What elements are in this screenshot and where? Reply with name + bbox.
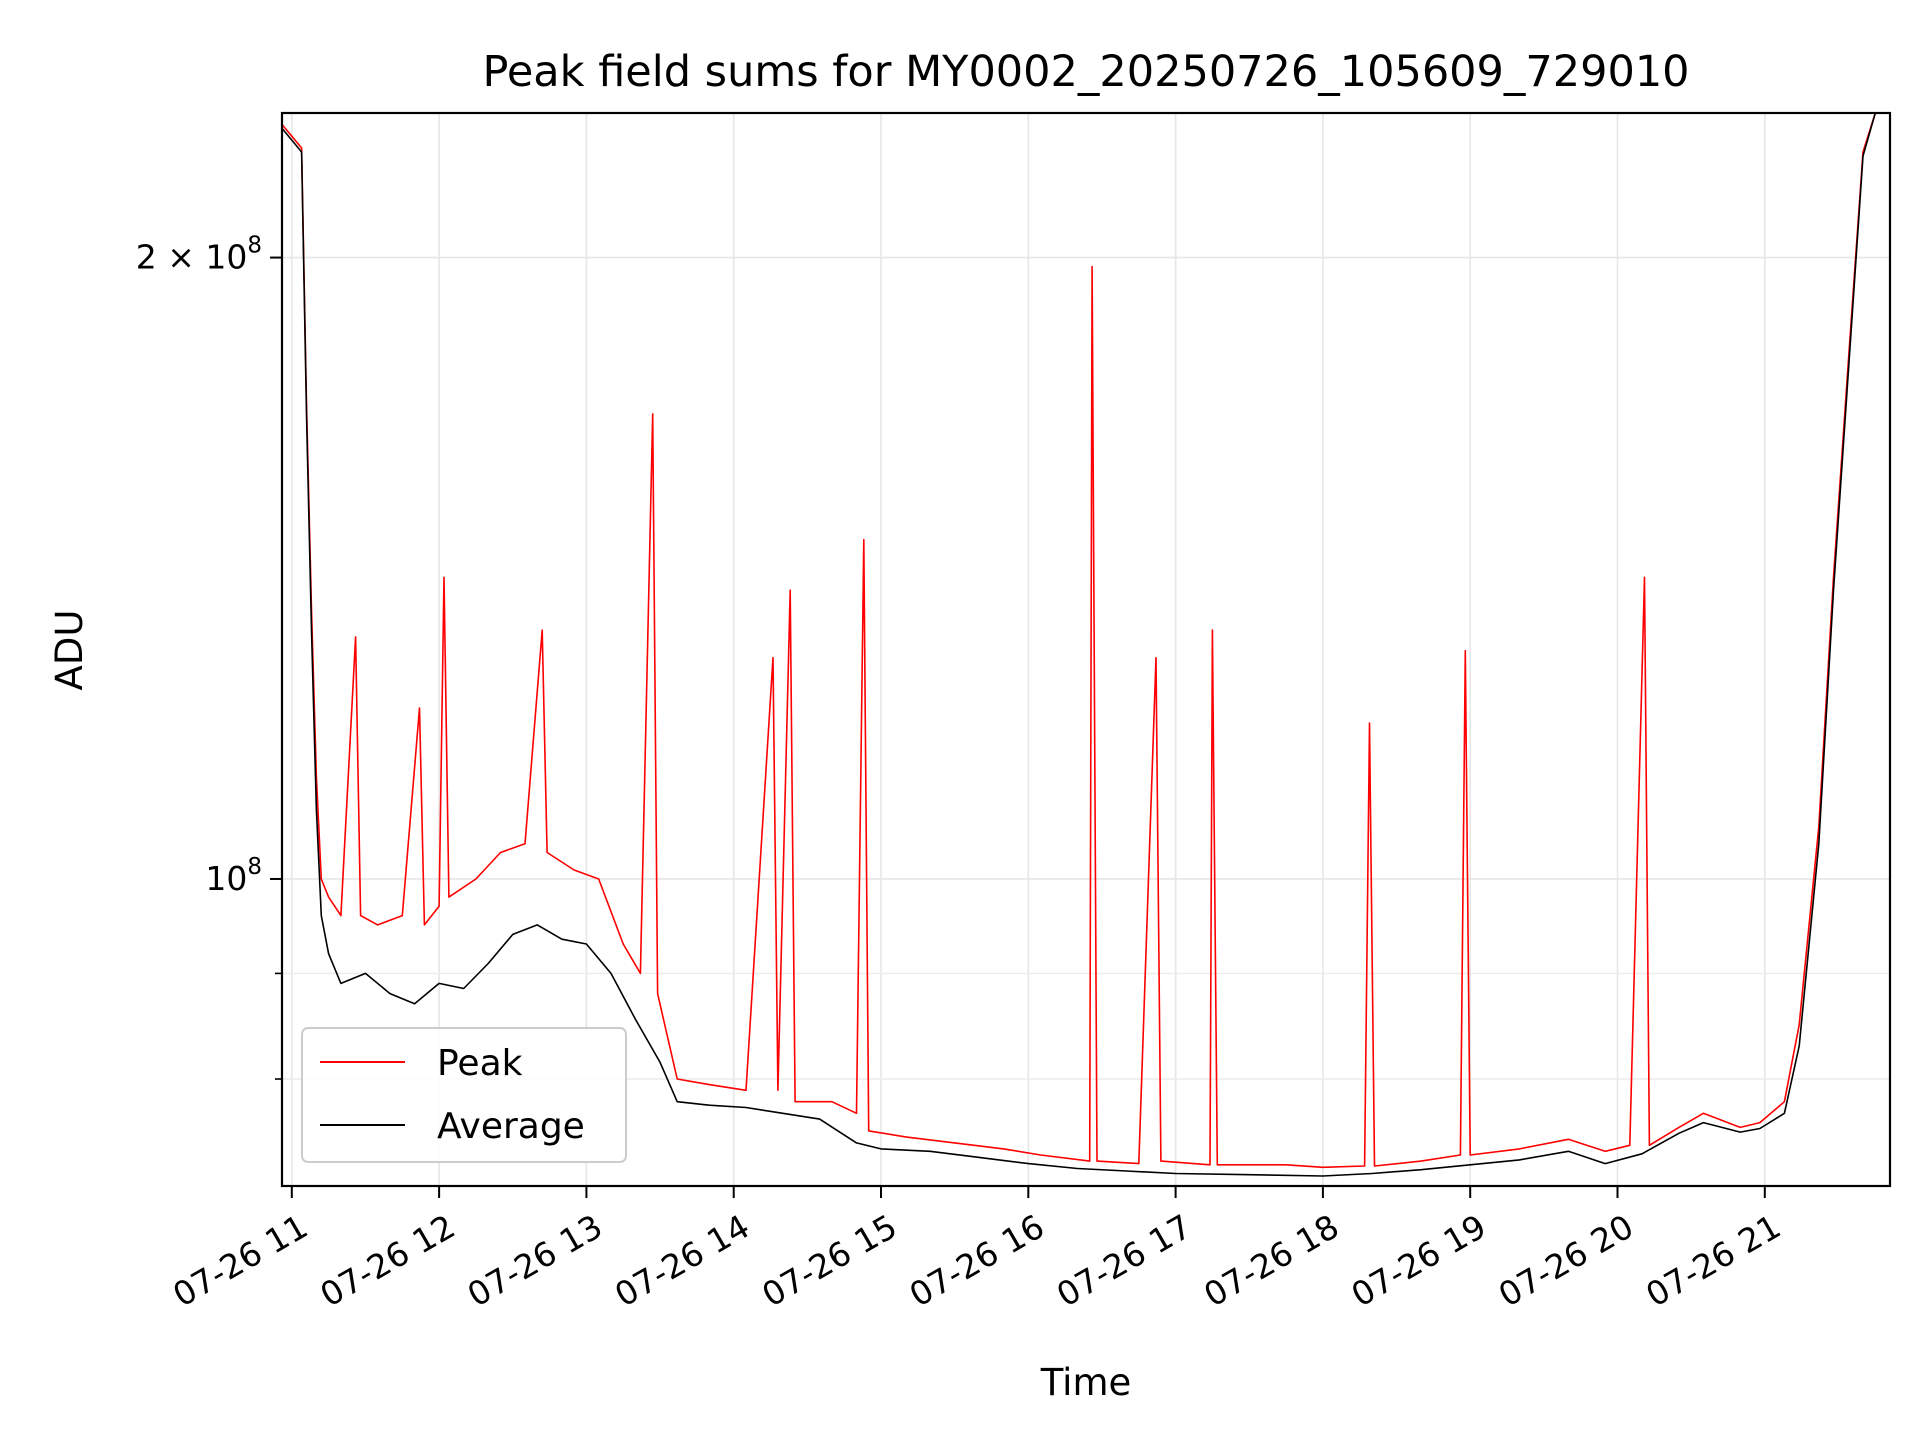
series-line-average bbox=[281, 112, 1877, 1177]
y-tick-label: 108 bbox=[205, 854, 262, 898]
legend-label-peak: Peak bbox=[437, 1043, 523, 1084]
plot-frame bbox=[280, 111, 1892, 1188]
chart-title: Peak field sums for MY0002_20250726_1056… bbox=[482, 47, 1689, 97]
legend-label-average: Average bbox=[437, 1106, 585, 1147]
grid bbox=[282, 113, 1890, 1186]
y-tick-label: 2 × 108 bbox=[136, 233, 262, 277]
series-layer bbox=[281, 112, 1877, 1177]
y-axis-label: ADU bbox=[48, 610, 91, 691]
legend: Peak Average bbox=[301, 1027, 627, 1163]
x-axis-label: Time bbox=[1040, 1361, 1132, 1404]
series-line-peak bbox=[281, 112, 1877, 1169]
